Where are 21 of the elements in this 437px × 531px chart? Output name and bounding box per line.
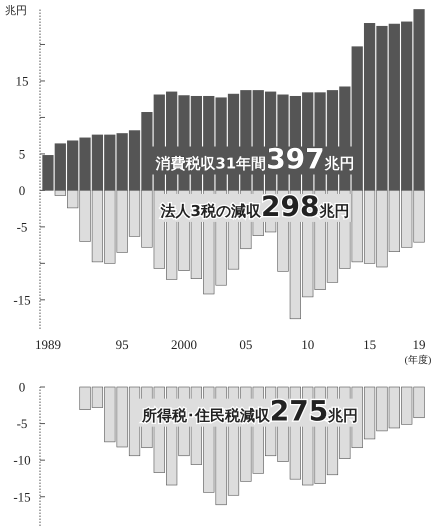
x-tick-label: 05 [239, 337, 252, 352]
y-tick-label: -10 [13, 452, 31, 468]
y-tick-label: 0 [18, 182, 26, 198]
x-axis-title: (年度) [404, 354, 432, 366]
x-tick-label: 95 [116, 337, 129, 352]
annotation: 消費税収31年間397兆円 [154, 142, 355, 176]
y-tick-label: -15 [13, 489, 31, 504]
y-tick-label: -15 [13, 292, 31, 308]
y-tick-label: 5 [18, 146, 26, 162]
annotation: 所得税･住民税減収275兆円 [140, 394, 358, 428]
x-tick-label: 1989 [34, 337, 61, 352]
y-tick-label: -5 [16, 219, 28, 234]
x-tick-label: 15 [363, 337, 376, 352]
x-tick-label: 2000 [171, 337, 198, 352]
y-tick-label: -5 [16, 416, 28, 432]
x-tick-label: 19 [412, 337, 426, 352]
y-tick-label: 15 [16, 74, 28, 89]
y-tick-label: 0 [18, 380, 26, 395]
y-axis-title: 兆円 [5, 4, 27, 17]
annotation: 法人3税の減収298兆円 [160, 190, 350, 223]
x-tick-label: 10 [301, 337, 314, 352]
